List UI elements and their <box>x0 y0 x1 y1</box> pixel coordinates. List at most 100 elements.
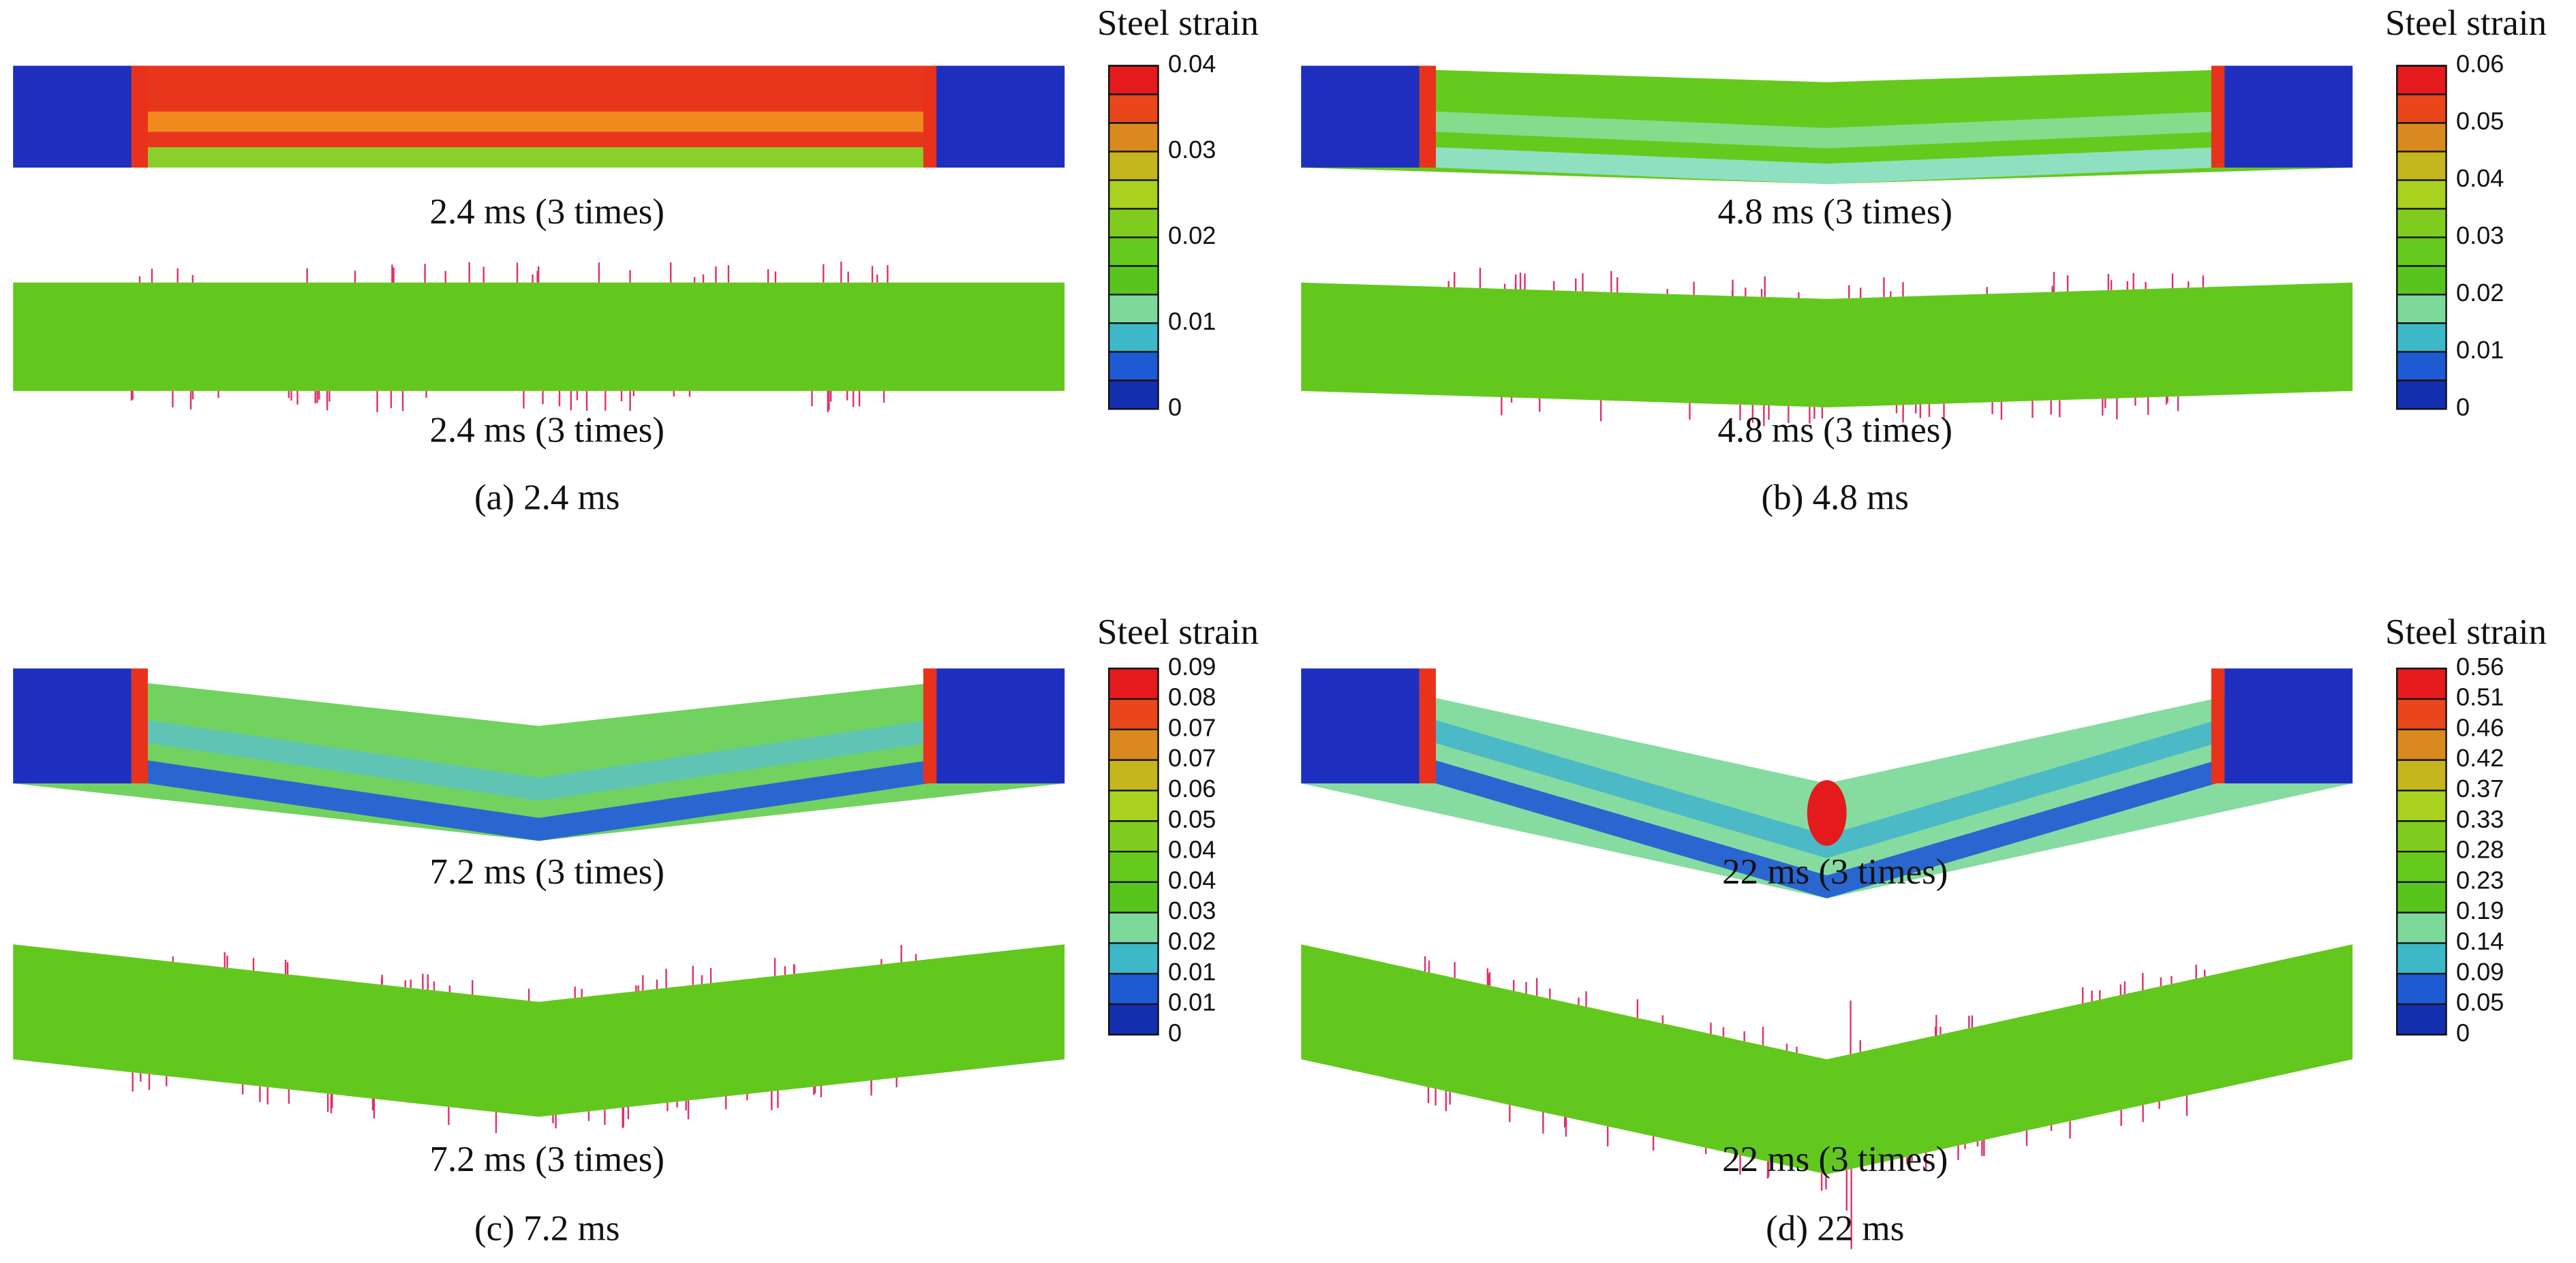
beam-bottom-band <box>147 147 929 168</box>
legend-band <box>2397 266 2447 296</box>
legend-label: 0.14 <box>2456 927 2504 955</box>
legend-band <box>2397 699 2447 731</box>
legend-band <box>2397 1004 2447 1036</box>
legend-label: 0.01 <box>1168 958 1216 986</box>
legend-band <box>2397 208 2447 238</box>
beam-end <box>936 65 1065 168</box>
legend-band <box>2397 180 2447 210</box>
legend-band <box>1109 821 1159 853</box>
legend-band <box>2397 352 2447 381</box>
panel: 22 ms (3 times) 22 ms (3 times) (d) 22 ms S… <box>1301 612 2547 1249</box>
legend-band <box>2397 882 2447 914</box>
legend-label: 0.01 <box>2456 336 2504 364</box>
legend-label: 0.06 <box>2456 50 2504 78</box>
bottom-caption: 2.4 ms (3 times) <box>429 411 664 450</box>
legend-band <box>2397 943 2447 975</box>
legend-band <box>2397 323 2447 353</box>
legend-label: 0.08 <box>1168 683 1216 711</box>
legend-band <box>1109 668 1159 700</box>
bottom-caption: 4.8 ms (3 times) <box>1717 411 1952 450</box>
hinge <box>2211 668 2225 783</box>
hinge <box>1419 668 1436 783</box>
beam-end <box>2224 668 2353 783</box>
legend-frame <box>1108 65 1159 410</box>
panel-caption: (c) 7.2 ms <box>474 1209 620 1248</box>
legend-band <box>1109 852 1159 884</box>
legend-band <box>2397 729 2447 761</box>
beam-rebar <box>13 944 1065 1117</box>
legend-band <box>1109 699 1159 731</box>
hinge <box>131 668 148 783</box>
legend-band <box>1109 323 1159 353</box>
beam-stripe <box>1435 720 2217 858</box>
legend-label: 0.04 <box>1168 866 1216 894</box>
legend-band <box>2397 151 2447 181</box>
beam-rebar <box>13 282 1065 391</box>
hinge <box>131 65 148 168</box>
panel-caption: (b) 4.8 ms <box>1762 478 1909 518</box>
beam-end <box>2224 65 2353 168</box>
legend-label: 0.07 <box>1168 713 1216 741</box>
legend-title: Steel strain <box>1097 612 1259 652</box>
legend-label: 0.03 <box>1168 896 1216 924</box>
legend-band <box>1109 729 1159 761</box>
beam-stripe <box>1435 111 2217 149</box>
legend-label: 0 <box>2456 1018 2470 1046</box>
beam-end <box>936 668 1065 783</box>
legend-band <box>1109 266 1159 296</box>
beam-bottom-band <box>1435 147 2217 185</box>
legend-label: 0.01 <box>1168 307 1216 335</box>
legend-label: 0.09 <box>1168 653 1216 681</box>
legend-label: 0 <box>2456 393 2470 421</box>
legend-frame <box>2396 668 2447 1036</box>
legend-label: 0.06 <box>1168 775 1216 802</box>
beam-stripe <box>147 720 929 801</box>
legend-band <box>1109 973 1159 1005</box>
hinge <box>923 65 937 168</box>
legend-frame <box>2396 65 2447 410</box>
bottom-caption: 7.2 ms (3 times) <box>429 1140 664 1179</box>
beam-rebar <box>1301 944 2353 1174</box>
panel-caption: (d) 22 ms <box>1766 1209 1904 1248</box>
legend-band <box>2397 852 2447 884</box>
legend-band <box>1109 94 1159 124</box>
legend-band <box>1109 237 1159 267</box>
legend-label: 0.28 <box>2456 836 2504 864</box>
legend-label: 0.19 <box>2456 896 2504 924</box>
legend-band <box>1109 123 1159 153</box>
bottom-caption: 22 ms (3 times) <box>1722 1140 1948 1179</box>
legend-label: 0.03 <box>2456 221 2504 249</box>
legend-label: 0.02 <box>1168 927 1216 955</box>
legend-label: 0.02 <box>2456 279 2504 307</box>
legend-band <box>1109 151 1159 181</box>
legend-label: 0.01 <box>1168 988 1216 1016</box>
legend-label: 0 <box>1168 1018 1182 1046</box>
legend-band <box>1109 912 1159 944</box>
legend-label: 0.03 <box>1168 136 1216 163</box>
legend-band <box>1109 1004 1159 1036</box>
legend-label: 0.05 <box>1168 805 1216 833</box>
legend-label: 0.05 <box>2456 988 2504 1016</box>
legend-band <box>1109 294 1159 324</box>
legend-band <box>2397 294 2447 324</box>
legend-band <box>1109 882 1159 914</box>
legend-label: 0.04 <box>1168 50 1216 78</box>
legend-label: 0 <box>1168 393 1182 421</box>
legend-label: 0.04 <box>1168 836 1216 864</box>
legend-band <box>2397 912 2447 944</box>
legend-band <box>2397 760 2447 792</box>
legend-label: 0.09 <box>2456 958 2504 986</box>
legend-band <box>2397 790 2447 822</box>
beam-contour <box>13 668 1065 841</box>
top-caption: 22 ms (3 times) <box>1722 852 1948 892</box>
legend-band <box>2397 973 2447 1005</box>
legend-band <box>1109 943 1159 975</box>
panel: 2.4 ms (3 times) 2.4 ms (3 times) (a) 2.4 … <box>13 3 1259 518</box>
panel-caption: (a) 2.4 ms <box>474 478 620 518</box>
legend-title: Steel strain <box>2385 3 2547 43</box>
legend-band <box>1109 790 1159 822</box>
legend-band <box>2397 237 2447 267</box>
hinge <box>1419 65 1436 168</box>
beam-bottom-band <box>147 760 929 841</box>
